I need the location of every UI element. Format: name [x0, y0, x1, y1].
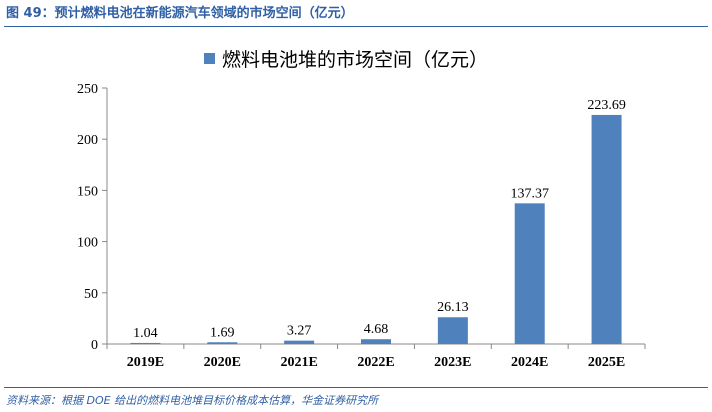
bars	[130, 114, 622, 344]
chart-legend: 燃料电池堆的市场空间（亿元）	[204, 49, 488, 71]
x-tick-label: 2023E	[434, 355, 471, 370]
y-axis: 0 50 100 150 200 250	[77, 82, 108, 353]
x-tick-label: 2022E	[357, 355, 394, 370]
x-axis: 2019E 2020E 2021E 2022E 2023E 2024E 2025E	[106, 343, 646, 370]
y-tick-label: 100	[77, 236, 98, 251]
bar	[130, 342, 161, 344]
y-tick-label: 200	[77, 133, 98, 148]
data-label: 1.04	[133, 326, 158, 341]
legend-label: 燃料电池堆的市场空间（亿元）	[222, 49, 488, 71]
data-labels: 1.04 1.69 3.27 4.68 26.13 137.37 223.69	[133, 98, 626, 341]
legend-swatch	[204, 53, 215, 64]
bar	[207, 342, 238, 344]
data-label: 1.69	[210, 325, 235, 340]
bar	[284, 340, 315, 344]
bar	[514, 203, 545, 344]
y-tick-label: 250	[77, 82, 98, 97]
data-label: 3.27	[287, 324, 312, 339]
bar	[361, 339, 391, 344]
x-tick-label: 2025E	[588, 355, 625, 370]
y-tick-label: 150	[77, 184, 98, 199]
bar	[591, 114, 622, 344]
source-note: 资料来源：根据 DOE 给出的燃料电池堆目标价格成本估算，华金证券研究所	[6, 394, 379, 407]
footer-divider	[4, 387, 708, 388]
data-label: 4.68	[364, 322, 389, 337]
x-tick-label: 2020E	[204, 355, 241, 370]
bar-chart: 燃料电池堆的市场空间（亿元） 0 50 100 150 200 250 2019E 2020…	[77, 49, 646, 370]
x-tick-label: 2019E	[127, 355, 164, 370]
data-label: 26.13	[437, 300, 469, 315]
bar	[437, 317, 468, 344]
header-divider	[4, 26, 708, 27]
figure-title: 图 49：预计燃料电池在新能源汽车领域的市场空间（亿元）	[6, 6, 354, 21]
data-label: 137.37	[510, 186, 549, 201]
x-tick-label: 2021E	[280, 355, 317, 370]
y-tick-label: 50	[84, 287, 98, 302]
data-label: 223.69	[587, 98, 626, 113]
y-tick-label: 0	[91, 338, 98, 353]
x-tick-label: 2024E	[511, 355, 548, 370]
